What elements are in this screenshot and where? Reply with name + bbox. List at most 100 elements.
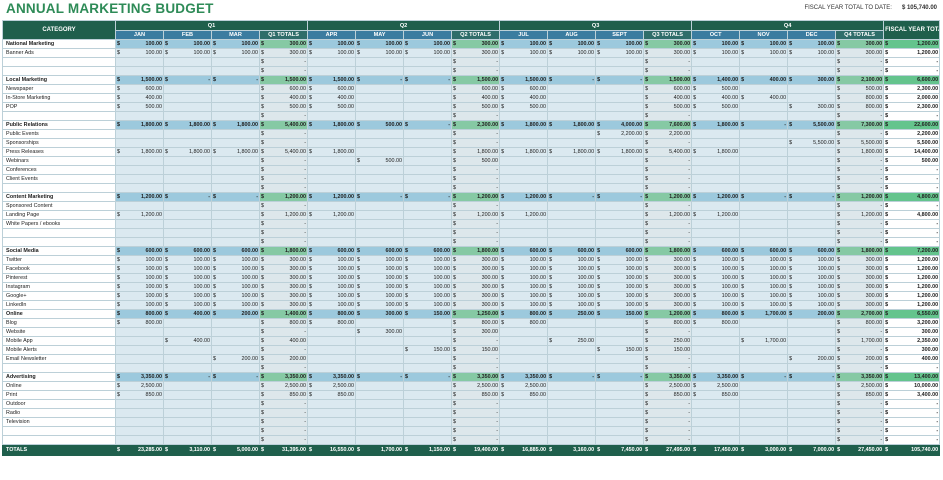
month-cell[interactable] <box>355 435 405 445</box>
month-cell[interactable] <box>787 417 837 427</box>
row-label[interactable]: Blog <box>2 318 116 328</box>
month-cell[interactable] <box>211 138 260 148</box>
month-cell[interactable] <box>163 390 212 400</box>
month-cell[interactable]: $100.00 <box>355 300 405 310</box>
month-cell[interactable] <box>499 201 549 211</box>
month-cell[interactable] <box>691 183 741 193</box>
row-label[interactable]: National Marketing <box>2 39 116 49</box>
month-cell[interactable] <box>307 228 357 238</box>
row-label[interactable]: Newspaper <box>2 84 116 94</box>
month-cell[interactable] <box>499 336 549 346</box>
month-cell[interactable] <box>499 435 549 445</box>
month-cell[interactable] <box>403 426 453 436</box>
row-label[interactable]: Client Events <box>2 174 116 184</box>
month-cell[interactable] <box>547 174 597 184</box>
month-cell[interactable] <box>739 399 789 409</box>
month-cell[interactable] <box>691 426 741 436</box>
month-cell[interactable] <box>403 219 453 229</box>
month-cell[interactable] <box>115 183 164 193</box>
month-cell[interactable] <box>595 201 645 211</box>
row-label[interactable]: Landing Page <box>2 210 116 220</box>
month-cell[interactable] <box>403 84 453 94</box>
month-cell[interactable] <box>691 363 741 373</box>
month-cell[interactable]: $100.00 <box>307 291 357 301</box>
month-cell[interactable] <box>163 84 212 94</box>
month-cell[interactable]: $850.00 <box>307 390 357 400</box>
month-cell[interactable] <box>787 408 837 418</box>
month-cell[interactable] <box>787 237 837 247</box>
month-cell[interactable] <box>355 381 405 391</box>
month-cell[interactable]: $100.00 <box>355 273 405 283</box>
month-cell[interactable]: $100.00 <box>403 291 453 301</box>
month-cell[interactable] <box>307 138 357 148</box>
month-cell[interactable]: $ - <box>163 192 212 202</box>
month-cell[interactable] <box>499 156 549 166</box>
row-label[interactable]: Facebook <box>2 264 116 274</box>
month-cell[interactable] <box>211 156 260 166</box>
month-cell[interactable] <box>595 318 645 328</box>
month-cell[interactable]: $1,500.00 <box>307 75 357 85</box>
month-cell[interactable] <box>115 417 164 427</box>
month-cell[interactable] <box>787 435 837 445</box>
month-cell[interactable] <box>163 354 212 364</box>
month-cell[interactable] <box>163 93 212 103</box>
month-cell[interactable] <box>163 219 212 229</box>
month-cell[interactable]: $600.00 <box>115 246 164 256</box>
month-cell[interactable]: $100.00 <box>691 291 741 301</box>
month-cell[interactable] <box>163 165 212 175</box>
month-cell[interactable] <box>739 66 789 76</box>
month-cell[interactable] <box>115 219 164 229</box>
month-cell[interactable] <box>211 57 260 67</box>
month-cell[interactable]: $100.00 <box>163 300 212 310</box>
month-cell[interactable] <box>787 345 837 355</box>
month-cell[interactable] <box>787 84 837 94</box>
month-cell[interactable] <box>355 102 405 112</box>
month-cell[interactable]: $ - <box>739 120 789 130</box>
month-cell[interactable]: $1,800.00 <box>547 120 597 130</box>
month-cell[interactable] <box>163 210 212 220</box>
month-cell[interactable]: $1,800.00 <box>595 147 645 157</box>
month-cell[interactable] <box>211 93 260 103</box>
month-cell[interactable] <box>739 354 789 364</box>
month-cell[interactable] <box>595 399 645 409</box>
row-label[interactable] <box>2 228 116 238</box>
month-cell[interactable]: $500.00 <box>691 84 741 94</box>
month-cell[interactable] <box>355 84 405 94</box>
month-cell[interactable]: $800.00 <box>115 318 164 328</box>
month-cell[interactable]: $100.00 <box>595 273 645 283</box>
month-cell[interactable]: $850.00 <box>691 390 741 400</box>
month-cell[interactable] <box>355 417 405 427</box>
month-cell[interactable] <box>307 57 357 67</box>
month-cell[interactable] <box>355 111 405 121</box>
month-cell[interactable] <box>547 363 597 373</box>
month-cell[interactable]: $800.00 <box>307 309 357 319</box>
month-cell[interactable] <box>499 399 549 409</box>
month-cell[interactable]: $100.00 <box>499 255 549 265</box>
month-cell[interactable] <box>115 129 164 139</box>
month-cell[interactable] <box>739 138 789 148</box>
month-cell[interactable]: $600.00 <box>163 246 212 256</box>
month-cell[interactable] <box>595 237 645 247</box>
month-cell[interactable]: $500.00 <box>307 102 357 112</box>
month-cell[interactable]: $1,800.00 <box>547 147 597 157</box>
month-cell[interactable] <box>307 219 357 229</box>
month-cell[interactable] <box>355 174 405 184</box>
month-cell[interactable] <box>403 111 453 121</box>
month-cell[interactable]: $100.00 <box>211 48 260 58</box>
month-cell[interactable]: $100.00 <box>211 282 260 292</box>
month-cell[interactable]: $ - <box>355 75 405 85</box>
row-label[interactable] <box>2 237 116 247</box>
month-cell[interactable] <box>547 219 597 229</box>
month-cell[interactable] <box>739 327 789 337</box>
month-cell[interactable]: $100.00 <box>307 300 357 310</box>
month-cell[interactable] <box>499 363 549 373</box>
row-label[interactable]: Outdoor <box>2 399 116 409</box>
month-cell[interactable]: $ - <box>595 75 645 85</box>
month-cell[interactable]: $100.00 <box>163 264 212 274</box>
month-cell[interactable]: $100.00 <box>499 273 549 283</box>
month-cell[interactable] <box>163 363 212 373</box>
month-cell[interactable] <box>211 381 260 391</box>
month-cell[interactable] <box>499 165 549 175</box>
month-cell[interactable]: $600.00 <box>355 246 405 256</box>
row-label[interactable]: Email Newsletter <box>2 354 116 364</box>
